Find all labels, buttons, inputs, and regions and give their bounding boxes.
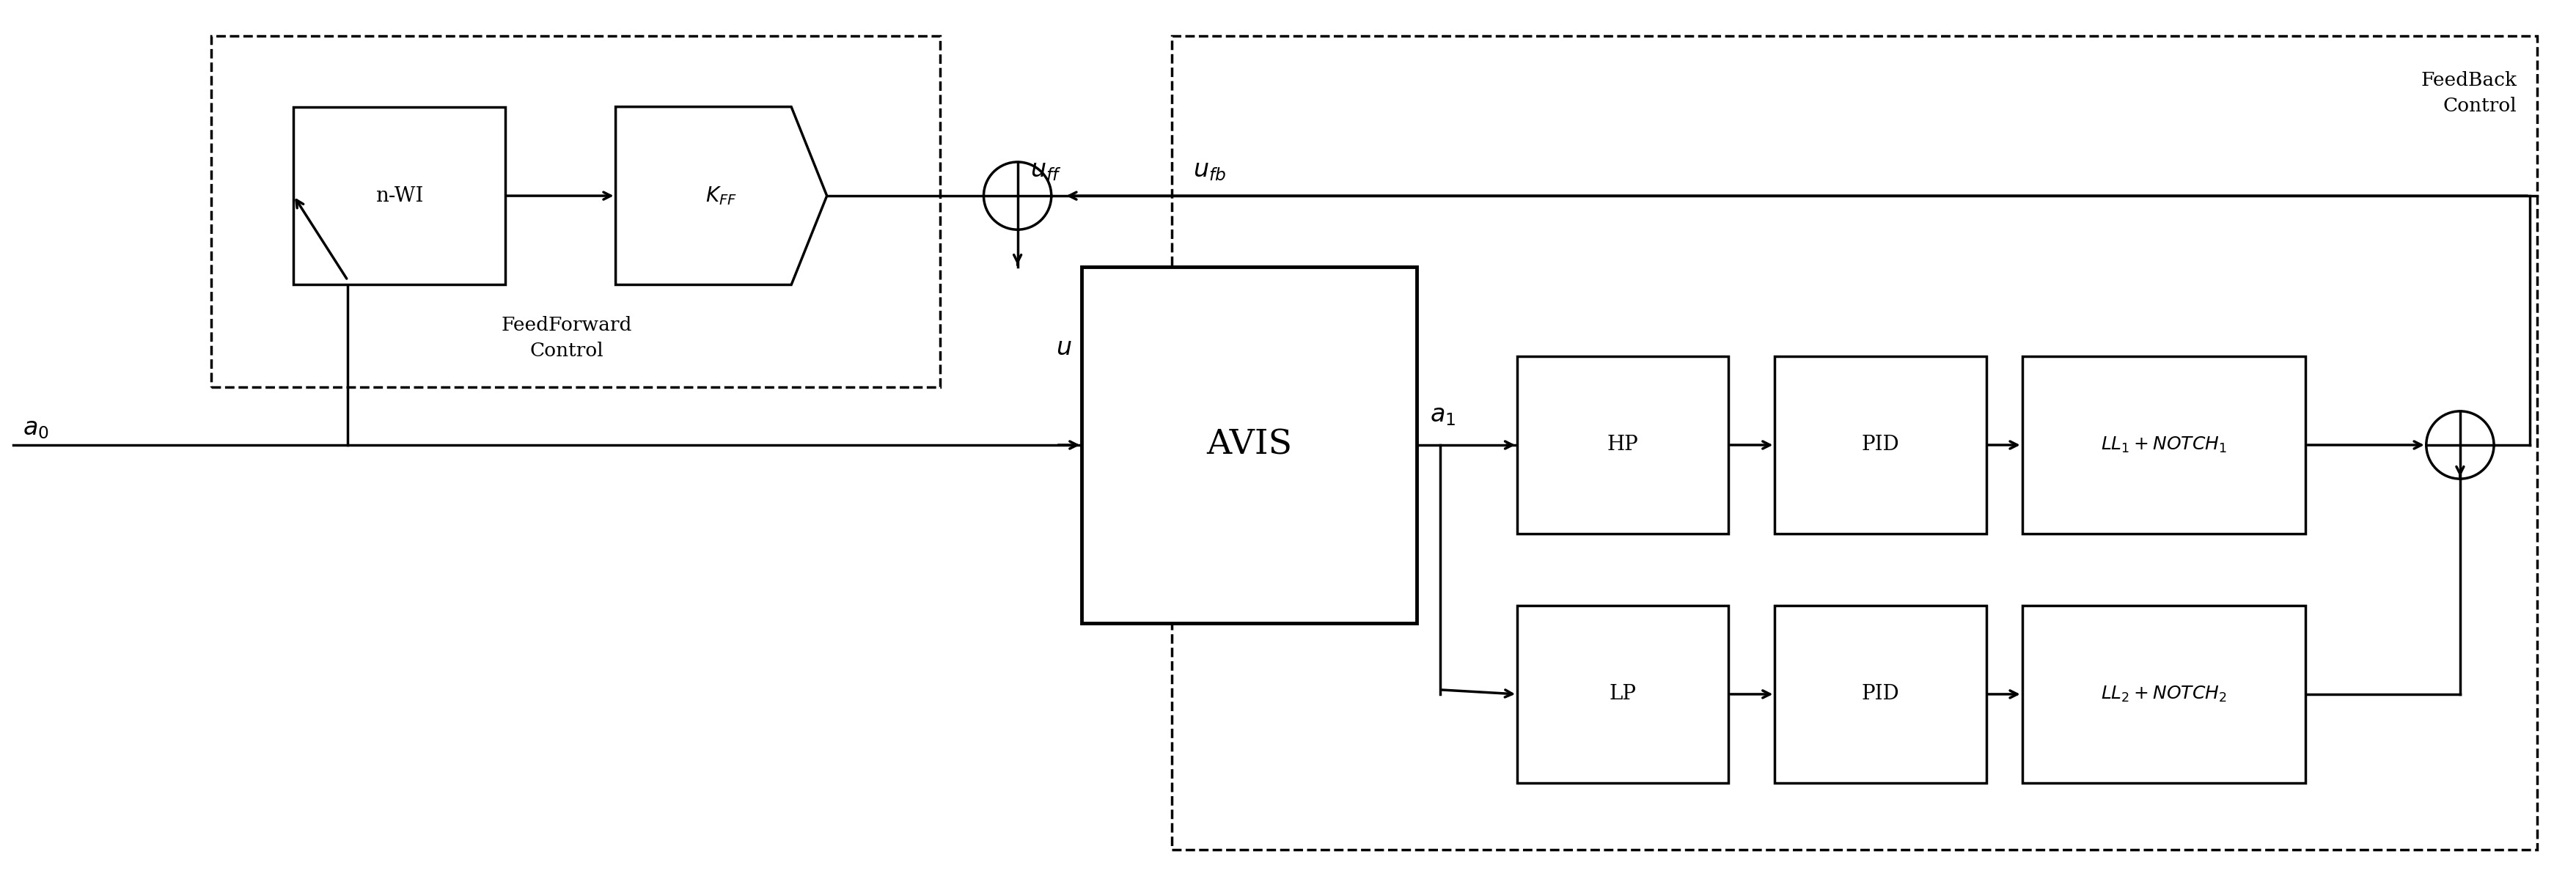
Text: PID: PID (1862, 435, 1899, 455)
Text: $u$: $u$ (1056, 336, 1072, 360)
Bar (1775, 605, 1986, 783)
Polygon shape (616, 107, 827, 285)
Text: PID: PID (1862, 684, 1899, 704)
Bar (2022, 356, 2306, 534)
Text: LP: LP (1610, 684, 1636, 704)
Text: $u_{ff}$: $u_{ff}$ (1030, 159, 1061, 182)
Text: $a_1$: $a_1$ (1430, 404, 1455, 427)
Circle shape (2427, 411, 2494, 479)
Bar (1082, 267, 1417, 623)
Bar (1517, 356, 1728, 534)
Bar (1775, 356, 1986, 534)
Text: $a_0$: $a_0$ (23, 417, 49, 441)
Bar (1172, 36, 2537, 850)
Text: AVIS: AVIS (1206, 428, 1293, 462)
Text: n-WI: n-WI (376, 186, 422, 206)
Text: $LL_1+NOTCH_1$: $LL_1+NOTCH_1$ (2102, 435, 2226, 455)
Bar (294, 107, 505, 285)
Text: FeedBack
Control: FeedBack Control (2421, 71, 2517, 115)
Text: $u_{fb}$: $u_{fb}$ (1193, 159, 1226, 182)
Circle shape (984, 162, 1051, 230)
Text: HP: HP (1607, 435, 1638, 455)
Text: FeedForward
Control: FeedForward Control (502, 316, 631, 360)
Text: $LL_2+NOTCH_2$: $LL_2+NOTCH_2$ (2102, 684, 2226, 704)
Bar (1517, 605, 1728, 783)
Text: $K_{FF}$: $K_{FF}$ (706, 185, 737, 206)
Bar (211, 36, 940, 387)
Bar (2022, 605, 2306, 783)
